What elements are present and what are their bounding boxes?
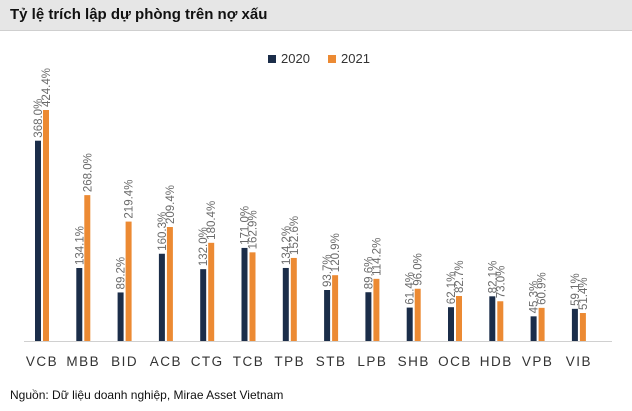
- bar-LPB-2020: [365, 292, 372, 341]
- data-label-VCB-2020: 368.0%: [33, 99, 45, 138]
- bar-HDB-2020: [489, 296, 496, 341]
- legend-swatch-2020: [268, 54, 276, 63]
- data-label-CTG-2020: 132.0%: [198, 227, 210, 266]
- data-label-VPB-2020: 45.3%: [529, 281, 541, 314]
- data-label-HDB-2020: 82.1%: [487, 261, 499, 294]
- category-label-MBB: MBB: [66, 354, 100, 369]
- category-label-ACB: ACB: [150, 354, 182, 369]
- bar-SHB-2021: [414, 288, 421, 341]
- bar-VIB-2021: [579, 313, 586, 341]
- data-label-BID-2020: 89.2%: [116, 257, 128, 290]
- data-label-STB-2021: 120.9%: [330, 233, 342, 272]
- category-label-VIB: VIB: [566, 354, 592, 369]
- category-label-SHB: SHB: [398, 354, 430, 369]
- bar-CTG-2021: [208, 242, 215, 341]
- legend-item-2020: 2020: [268, 51, 310, 66]
- data-label-VPB-2021: 60.9%: [537, 272, 549, 305]
- bar-VCB-2021: [43, 110, 49, 341]
- data-label-VIB-2021: 51.4%: [578, 277, 590, 310]
- data-label-SHB-2020: 61.4%: [405, 272, 417, 305]
- data-label-TCB-2020: 171.0%: [240, 206, 252, 245]
- bar-TCB-2021: [249, 252, 256, 341]
- bar-STB-2021: [332, 275, 339, 341]
- category-label-STB: STB: [316, 354, 347, 369]
- data-label-OCB-2020: 62.1%: [446, 272, 458, 305]
- bar-TPB-2020: [282, 267, 289, 341]
- data-label-ACB-2020: 160.3%: [157, 212, 169, 251]
- data-label-STB-2020: 93.7%: [322, 254, 334, 287]
- bar-TPB-2021: [290, 257, 297, 341]
- data-label-LPB-2021: 114.2%: [371, 238, 383, 276]
- category-label-TCB: TCB: [233, 354, 265, 369]
- bar-VPB-2020: [530, 316, 537, 341]
- data-label-VCB-2021: 424.4%: [41, 68, 53, 107]
- bar-BID-2020: [117, 292, 124, 341]
- legend: 2020 2021: [0, 51, 632, 69]
- bar-OCB-2021: [456, 295, 462, 341]
- data-label-OCB-2021: 82.7%: [454, 260, 466, 293]
- data-label-MBB-2021: 268.0%: [82, 153, 94, 192]
- bar-ACB-2020: [158, 253, 165, 341]
- legend-label-2020: 2020: [281, 51, 310, 66]
- data-label-TCB-2021: 162.9%: [248, 210, 260, 249]
- data-label-LPB-2020: 89.6%: [363, 257, 375, 290]
- category-label-VCB: VCB: [26, 354, 58, 369]
- category-label-HDB: HDB: [480, 354, 513, 369]
- category-label-VPB: VPB: [522, 354, 554, 369]
- bar-MBB-2021: [84, 195, 91, 341]
- bar-STB-2020: [324, 289, 331, 341]
- data-label-VIB-2020: 59.1%: [570, 273, 582, 306]
- bar-LPB-2021: [373, 278, 380, 341]
- category-label-CTG: CTG: [191, 354, 224, 369]
- title-bar: Tỷ lệ trích lập dự phòng trên nợ xấu: [0, 0, 632, 31]
- chart-title: Tỷ lệ trích lập dự phòng trên nợ xấu: [10, 6, 268, 23]
- bar-SHB-2020: [406, 307, 413, 341]
- bar-TCB-2020: [241, 247, 248, 341]
- data-label-BID-2021: 219.4%: [124, 180, 136, 219]
- data-label-CTG-2021: 180.4%: [206, 201, 218, 240]
- bar-ACB-2021: [166, 227, 173, 341]
- data-label-ACB-2021: 209.4%: [165, 185, 177, 224]
- data-label-SHB-2021: 96.0%: [413, 253, 425, 286]
- bar-VIB-2020: [571, 308, 578, 341]
- legend-label-2021: 2021: [341, 51, 370, 66]
- bar-MBB-2020: [76, 268, 83, 341]
- bar-VPB-2021: [538, 307, 545, 341]
- category-label-OCB: OCB: [438, 354, 472, 369]
- bar-BID-2021: [125, 221, 132, 341]
- category-label-TPB: TPB: [274, 354, 305, 369]
- category-label-LPB: LPB: [357, 354, 387, 369]
- legend-item-2021: 2021: [328, 51, 370, 66]
- bar-OCB-2020: [448, 307, 454, 341]
- bar-CTG-2020: [200, 269, 207, 341]
- data-label-MBB-2020: 134.1%: [74, 226, 86, 265]
- legend-swatch-2021: [328, 54, 336, 63]
- source-note: Nguồn: Dữ liệu doanh nghiệp, Mirae Asset…: [10, 388, 284, 402]
- data-label-TPB-2021: 152.6%: [289, 216, 301, 255]
- bar-HDB-2021: [497, 301, 504, 341]
- bar-VCB-2020: [35, 140, 41, 341]
- data-label-HDB-2021: 73.0%: [495, 266, 507, 299]
- data-label-TPB-2020: 134.2%: [281, 226, 293, 265]
- category-label-BID: BID: [111, 354, 138, 369]
